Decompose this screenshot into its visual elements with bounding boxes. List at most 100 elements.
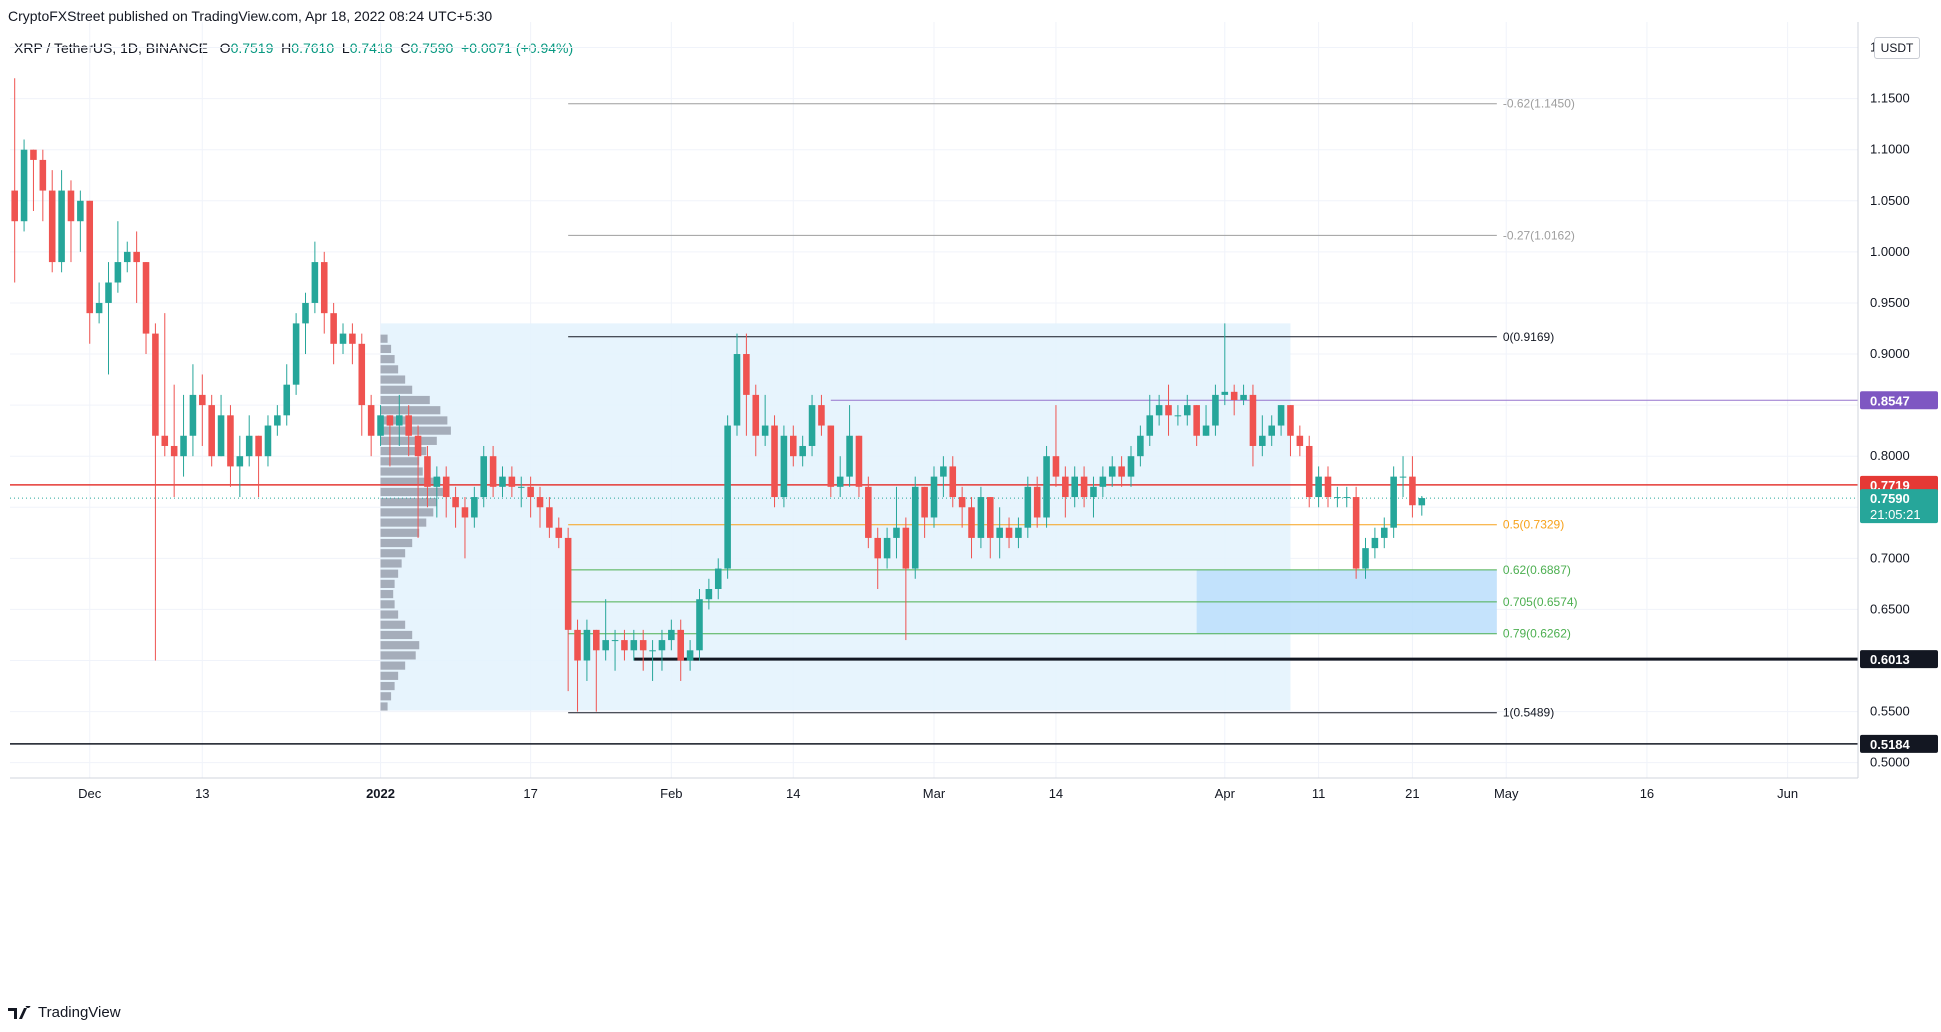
candle-body (1287, 405, 1294, 436)
candle-body (865, 486, 872, 538)
x-tick-label: 17 (523, 786, 537, 801)
candle-body (489, 456, 497, 487)
candle-body (48, 190, 56, 263)
candle-body (893, 527, 900, 538)
volume-profile-bar (380, 569, 399, 578)
volume-profile-bar (380, 446, 427, 456)
candle-body (311, 262, 319, 303)
footer-brand-text: TradingView (38, 1004, 121, 1021)
volume-profile-bar (380, 416, 448, 425)
candle-body (1118, 466, 1125, 477)
candle-body (611, 640, 619, 642)
candle-body (1015, 527, 1022, 538)
candle-body (77, 200, 84, 222)
candle-body (1137, 435, 1144, 457)
candle-body (808, 405, 816, 446)
volume-profile-bar (380, 365, 399, 374)
volume-profile-bar (380, 651, 416, 660)
volume-profile-bar (380, 671, 399, 680)
fib-label-1: 1(0.5489) (1503, 706, 1554, 720)
candle-body (1005, 527, 1013, 538)
volume-profile-bar (380, 375, 406, 384)
candle-body (274, 415, 281, 426)
candle-body (1052, 456, 1060, 477)
candle-body (949, 466, 957, 498)
candle-body (442, 476, 450, 498)
volume-profile-bar (380, 355, 395, 364)
candle-body (1071, 476, 1078, 498)
y-tick-label: 0.9000 (1870, 346, 1910, 361)
candle-body (517, 486, 525, 488)
x-tick-label: 14 (1049, 786, 1063, 801)
x-tick-label: 2022 (366, 786, 395, 801)
candle-body (508, 476, 516, 487)
volume-profile-bar (380, 620, 406, 629)
candle-body (1230, 391, 1238, 400)
candle-body (227, 415, 234, 467)
x-tick-label: 16 (1640, 786, 1654, 801)
currency-unit-button[interactable]: USDT (1874, 37, 1920, 59)
candle-body (1305, 445, 1313, 498)
candle-body (1212, 394, 1219, 426)
candle-body (95, 302, 103, 314)
candle-body (1146, 415, 1154, 436)
volume-profile-bar (380, 498, 437, 507)
candle-body (1380, 527, 1388, 538)
candle-body (1165, 405, 1172, 416)
candle-body (846, 435, 853, 477)
candle-body (217, 415, 225, 457)
candle-body (780, 435, 788, 498)
price-label-bg (1860, 391, 1938, 410)
candle-body (499, 476, 506, 487)
volume-profile-bar (380, 344, 392, 354)
candle-body (170, 445, 178, 457)
volume-profile-bar (380, 610, 399, 619)
candle-body (433, 476, 441, 487)
volume-profile-bar (380, 334, 388, 343)
candle-body (1174, 415, 1182, 417)
volume-profile-bar (380, 457, 420, 466)
volume-profile-bar (380, 508, 434, 517)
footer-brand[interactable]: TradingView (8, 1004, 121, 1021)
candle-body (714, 568, 722, 589)
y-tick-label: 0.5500 (1870, 704, 1910, 719)
volume-profile-bar (380, 406, 441, 415)
candle-body (1277, 405, 1285, 426)
candle-body (902, 527, 910, 569)
candle-body (39, 159, 47, 191)
volume-profile-bar (380, 590, 394, 599)
y-tick-label: 1.0500 (1870, 193, 1910, 208)
candle-body (958, 497, 966, 508)
candle-body (874, 537, 881, 559)
volume-profile-bar (380, 395, 430, 405)
candle-body (1193, 405, 1200, 436)
candle-body (827, 425, 835, 487)
x-tick-label: Dec (78, 786, 102, 801)
y-tick-label: 1.1500 (1870, 91, 1910, 106)
y-tick-label: 0.7000 (1870, 550, 1910, 565)
fib-label--0.62: -0.62(1.1450) (1503, 97, 1575, 111)
volume-profile-bar (380, 487, 444, 497)
candle-body (930, 476, 938, 518)
volume-profile-bar (380, 600, 395, 609)
x-tick-label: 13 (195, 786, 209, 801)
candle-body (1390, 476, 1397, 528)
candle-body (86, 200, 94, 314)
tradingview-logo-icon (8, 1005, 31, 1019)
fib-label--0.27: -0.27(1.0162) (1503, 228, 1575, 242)
candle-body (1371, 537, 1379, 549)
candle-body (1155, 405, 1163, 416)
price-label-bg (1860, 734, 1938, 753)
candle-body (180, 435, 187, 457)
range-box-rect (380, 323, 1291, 711)
candle-body (649, 650, 656, 652)
x-tick-label: May (1494, 786, 1519, 801)
candle-body (1334, 497, 1341, 499)
candle-body (883, 537, 891, 559)
fib-label-0.5: 0.5(0.7329) (1503, 518, 1564, 532)
x-tick-label: Jun (1777, 786, 1798, 801)
candle-body (471, 497, 478, 518)
candle-body (911, 486, 919, 569)
candle-body (414, 435, 422, 457)
